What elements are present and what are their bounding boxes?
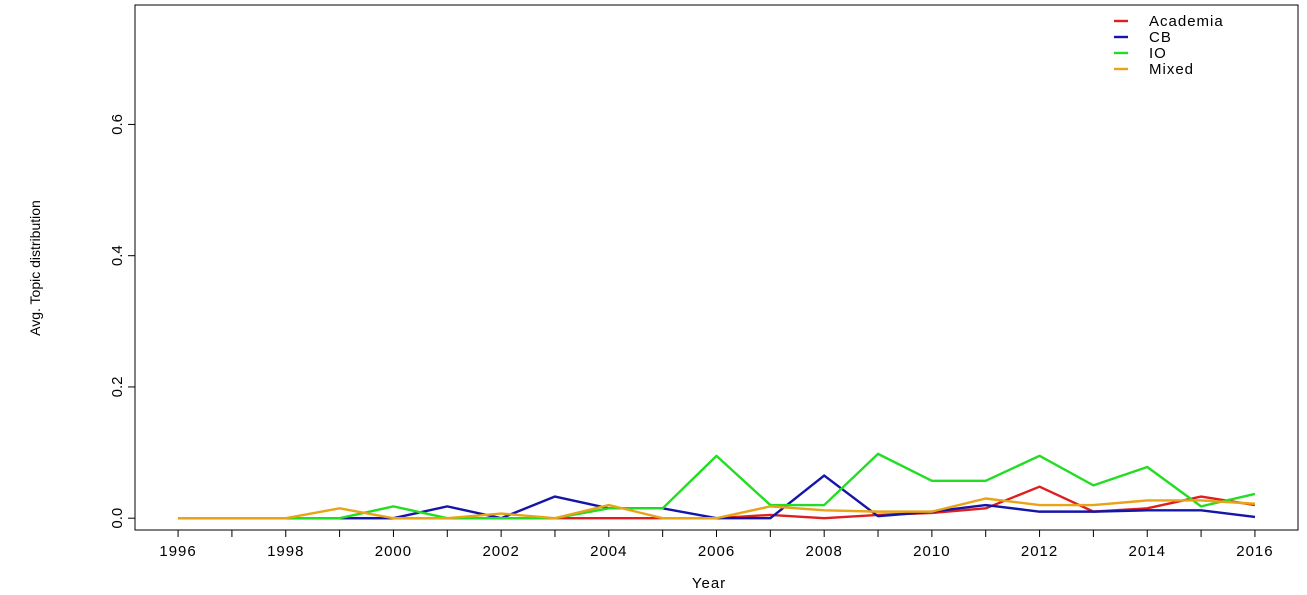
x-tick-label: 2016 [1236,543,1273,560]
plot-frame [134,4,1299,531]
x-tick-label: 2014 [1129,543,1166,560]
series-lines [178,452,1256,520]
legend-label-cb: CB [1149,29,1172,46]
series-line-io [178,452,1256,520]
y-axis: 0.0 0.2 0.4 0.6 [109,114,135,529]
y-axis-title: Avg. Topic distribution [27,200,43,336]
legend-label-academia: Academia [1149,13,1224,30]
x-tick-label: 2000 [375,543,412,560]
series-line-cb [178,474,1256,520]
x-tick-label: 2004 [590,543,627,560]
y-tick-label: 0.0 [109,508,126,529]
x-tick-label: 2002 [482,543,519,560]
series-line-mixed [178,497,1256,520]
x-tick-label: 1996 [159,543,196,560]
y-tick-label: 0.6 [109,114,126,135]
x-tick-label: 2006 [698,543,735,560]
x-tick-label: 2010 [913,543,950,560]
x-axis-title: Year [692,575,726,592]
x-tick-label: 2012 [1021,543,1058,560]
legend-label-mixed: Mixed [1149,61,1194,78]
legend-label-io: IO [1149,45,1167,62]
x-tick-label: 2008 [805,543,842,560]
y-tick-label: 0.4 [109,245,126,266]
y-tick-label: 0.2 [109,377,126,398]
series-line-academia [178,485,1256,520]
x-tick-label: 1998 [267,543,304,560]
x-axis: 1996 1998 2000 2002 2004 2006 2008 2010 2012 2014… [159,530,1273,560]
